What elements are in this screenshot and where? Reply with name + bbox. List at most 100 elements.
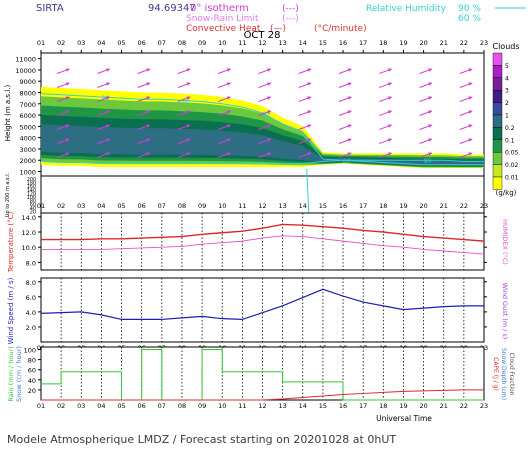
wind-arrow-head (146, 96, 151, 100)
x-tick-label: 02 (57, 202, 65, 210)
clouds-legend-swatch (492, 77, 503, 91)
y-tick-label: 2000 (19, 157, 36, 165)
wind-arrow-head (65, 82, 70, 86)
x-tick-label: 04 (97, 39, 105, 47)
wind-arrow-head (65, 152, 70, 156)
x-tick-label: 12 (258, 202, 266, 210)
x-tick-label: 02 (57, 402, 65, 410)
wind-arrow-head (146, 152, 151, 156)
wind-arrow-head (186, 96, 191, 100)
x-tick-label: 12 (258, 402, 266, 410)
clouds-legend-swatch (492, 102, 503, 116)
y-tick-label: 7000 (19, 101, 36, 109)
y-tick-label: 9000 (19, 78, 36, 86)
wind-arrow-head (146, 68, 151, 72)
y-tick-label: 14.0 (22, 214, 36, 222)
x-tick-label: 18 (379, 402, 387, 410)
clouds-legend-label: 3 (505, 88, 509, 95)
wind-arrow-head (226, 68, 231, 72)
y-tick-label: 8.0 (26, 259, 36, 267)
x-tick-label: 13 (278, 202, 286, 210)
y-tick-label: 3000 (19, 146, 36, 154)
x-tick-label: 14 (299, 402, 307, 410)
x-tick-label: 03 (77, 402, 85, 410)
height-sub-axis-label: Up to 200 m a.s.l. (5, 172, 11, 217)
wind-arrow-head (266, 82, 271, 86)
x-tick-label: 17 (359, 202, 367, 210)
x-tick-label: 20 (419, 39, 427, 47)
wind-arrow-head (468, 138, 473, 142)
x-tick-label: 15 (319, 402, 327, 410)
clouds-legend-swatch (492, 127, 503, 141)
wind-arrow-head (226, 152, 231, 156)
legend-isotherm: 0° isotherm (190, 3, 249, 14)
clouds-legend-label: 5 (505, 63, 509, 70)
x-tick-label: 07 (158, 402, 166, 410)
clouds-legend-label: 0.1 (505, 137, 515, 144)
x-tick-label: 22 (460, 402, 468, 410)
x-tick-label: 20 (419, 402, 427, 410)
clouds-legend-title: Clouds (492, 42, 519, 51)
wind-arrow-head (266, 138, 271, 142)
wind-arrow-head (347, 96, 352, 100)
wind-arrow-head (347, 152, 352, 156)
wind-arrow-head (105, 96, 110, 100)
wind-arrow-head (468, 110, 473, 114)
wind-axis-label: Wind Speed (m / s) (7, 277, 15, 344)
x-tick-label: 03 (77, 39, 85, 47)
wind-arrow-head (307, 82, 312, 86)
wind-arrow-head (65, 96, 70, 100)
x-tick-label: 21 (440, 402, 448, 410)
wind-arrow-head (266, 68, 271, 72)
clouds-legend-units: (g/kg) (496, 189, 517, 197)
y-sub-tick-label: 20 (30, 209, 36, 215)
wind-arrow-head (468, 68, 473, 72)
clouds-legend-swatch (492, 65, 503, 79)
wind-arrow-head (186, 138, 191, 142)
x-tick-label: 11 (238, 402, 246, 410)
wind-arrow-head (307, 124, 312, 128)
y-tick-label: 6.0 (26, 294, 36, 302)
wind-arrow-head (428, 68, 433, 72)
wind-arrow-head (186, 152, 191, 156)
clouds-legend-label: 0.2 (505, 125, 515, 132)
humidex-line (41, 235, 485, 255)
wind-arrow-head (146, 138, 151, 142)
wind-arrow-head (266, 96, 271, 100)
x-tick-label: 05 (117, 202, 125, 210)
clouds-legend-swatch (492, 139, 503, 153)
wind-arrow-head (226, 110, 231, 114)
date-label: OCT 28 (244, 30, 281, 41)
wind-arrow-head (347, 110, 352, 114)
y-sub-tick-label: 120 (27, 191, 36, 197)
y-tick-label: 10.0 (22, 244, 36, 252)
y-tick-label: 2.0 (26, 324, 36, 332)
x-tick-label: 23 (480, 202, 488, 210)
wind-arrow-head (307, 152, 312, 156)
x-tick-label: 04 (97, 202, 105, 210)
x-tick-label: 10 (218, 402, 226, 410)
snowdepth-axis-label: Snow Depth (cm) (500, 348, 507, 400)
x-tick-label: 07 (158, 202, 166, 210)
clouds-legend-swatch (492, 164, 503, 178)
snow-axis-label: Snow (cm / hour) (15, 346, 23, 402)
cape-axis-label: CAPE (J / g) (492, 357, 499, 391)
wind-arrow-head (387, 124, 392, 128)
wind-arrow-head (387, 138, 392, 142)
y-tick-label: 40 (28, 377, 36, 385)
gust-axis-label: Wind Gust (m / s) (501, 283, 509, 340)
x-tick-label: 12 (258, 39, 266, 47)
x-tick-label: 16 (339, 202, 347, 210)
wind-speed-line (40, 288, 484, 321)
y-tick-label: 5000 (19, 123, 36, 131)
x-tick-label: 15 (319, 39, 327, 47)
legend-snow-rain: Snow-Rain Limit (186, 14, 259, 24)
wind-arrow-head (65, 110, 70, 114)
y-sub-tick-label: 60 (30, 202, 36, 208)
height-axis-label: Height (m a.s.l.) (4, 85, 12, 142)
x-tick-label: 21 (440, 202, 448, 210)
y-tick-label: 11000 (15, 56, 36, 64)
cloudfrac-axis-label: Cloud Fraction (508, 353, 515, 396)
x-tick-label: 09 (198, 402, 206, 410)
wind-arrow-head (468, 124, 473, 128)
